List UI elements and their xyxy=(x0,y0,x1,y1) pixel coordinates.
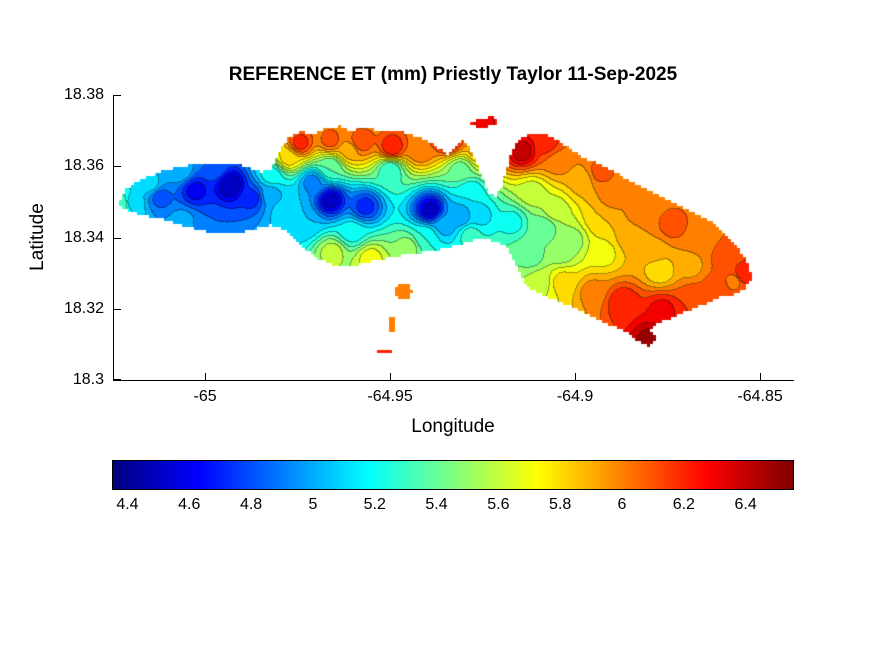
contour-map-canvas xyxy=(113,95,793,380)
colorbar-gradient xyxy=(113,461,793,489)
colorbar-tick-label: 5.8 xyxy=(549,496,572,513)
x-tick-mark xyxy=(760,373,761,380)
y-tick-mark xyxy=(114,95,121,96)
colorbar xyxy=(112,460,794,490)
y-tick-label: 18.3 xyxy=(72,371,104,388)
y-tick-mark xyxy=(114,379,121,380)
x-tick-label: -64.85 xyxy=(737,388,783,405)
colorbar-tick-label: 6.2 xyxy=(672,496,695,513)
x-axis-label: Longitude xyxy=(411,416,495,437)
x-tick-label: -64.95 xyxy=(367,388,413,405)
y-tick-label: 18.38 xyxy=(63,86,104,103)
y-tick-mark xyxy=(114,308,121,310)
y-tick-label: 18.34 xyxy=(63,228,104,246)
colorbar-tick-label: 6.4 xyxy=(734,496,757,513)
y-tick-mark xyxy=(114,166,121,168)
y-tick-label: 18.36 xyxy=(63,157,104,175)
chart-title: REFERENCE ET (mm) Priestly Taylor 11-Sep… xyxy=(228,64,678,85)
x-tick-label: -64.9 xyxy=(556,388,594,405)
y-tick-label: 18.32 xyxy=(63,299,104,317)
colorbar-tick-label: 4.4 xyxy=(116,496,139,513)
colorbar-tick-label: 4.8 xyxy=(239,496,263,513)
y-tick-mark xyxy=(114,237,121,239)
x-tick-mark xyxy=(390,373,391,380)
x-tick-mark xyxy=(575,373,576,380)
y-axis-line xyxy=(113,95,114,381)
colorbar-tick-label: 5.4 xyxy=(425,496,448,513)
colorbar-tick-label: 4.6 xyxy=(178,496,201,513)
colorbar-tick-label: 5 xyxy=(308,496,318,513)
colorbar-tick-label: 6 xyxy=(617,496,627,513)
x-tick-label: -65 xyxy=(193,388,217,405)
colorbar-tick-label: 5.2 xyxy=(363,496,386,513)
colorbar-tick-label: 5.6 xyxy=(487,496,510,513)
x-tick-mark xyxy=(205,373,206,380)
x-axis-line xyxy=(113,380,794,381)
